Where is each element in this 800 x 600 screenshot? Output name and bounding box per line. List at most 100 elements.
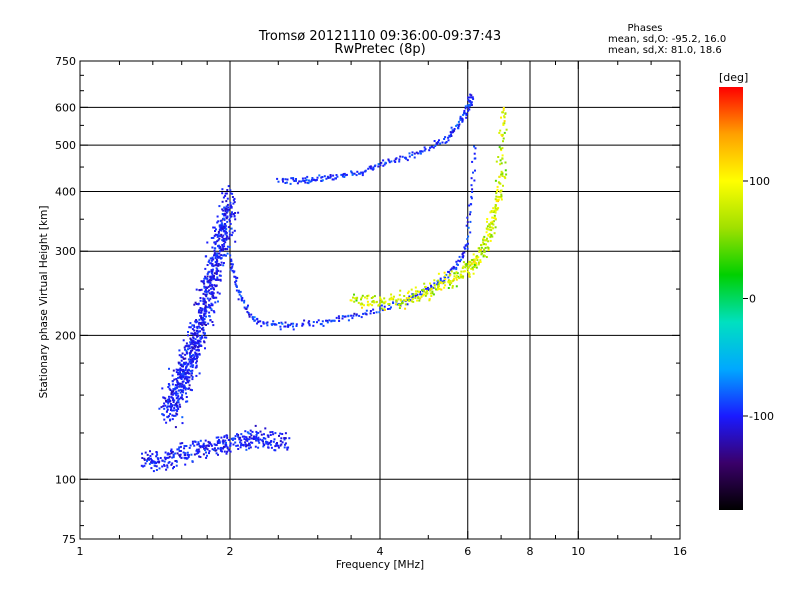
data-point <box>155 465 158 468</box>
data-point <box>462 261 465 264</box>
data-point <box>208 284 211 287</box>
data-point <box>171 456 174 459</box>
data-point <box>452 267 455 270</box>
data-point <box>164 451 167 454</box>
data-point <box>357 301 360 304</box>
data-point <box>463 270 466 273</box>
data-point <box>184 369 187 371</box>
data-point <box>373 301 376 304</box>
data-point <box>171 418 174 421</box>
data-point <box>231 263 234 266</box>
data-point <box>274 449 277 452</box>
data-point <box>421 150 424 153</box>
data-point <box>210 237 213 239</box>
colorbar-tick-label: 0 <box>749 293 756 306</box>
data-point <box>490 210 493 213</box>
data-point <box>430 284 432 287</box>
data-point <box>186 451 189 454</box>
data-point <box>198 343 201 346</box>
data-point <box>463 251 466 254</box>
data-point <box>187 372 189 374</box>
data-point <box>175 460 178 463</box>
data-point <box>262 322 265 325</box>
data-point <box>217 230 220 233</box>
data-point <box>203 341 206 344</box>
data-point <box>191 442 194 445</box>
data-point <box>224 232 227 235</box>
data-point <box>152 461 155 464</box>
data-point <box>226 245 229 248</box>
data-point <box>184 456 187 459</box>
data-point <box>405 299 407 302</box>
data-point <box>290 177 293 180</box>
data-point <box>465 116 468 119</box>
data-point <box>211 321 214 323</box>
data-point <box>225 211 228 214</box>
data-point <box>185 396 188 398</box>
data-point <box>209 297 212 300</box>
data-point <box>206 264 209 266</box>
data-point <box>187 331 189 333</box>
data-point <box>478 249 481 252</box>
data-point <box>457 275 460 278</box>
data-point <box>153 464 156 467</box>
data-point <box>217 436 220 439</box>
data-point <box>484 246 487 249</box>
data-point <box>468 204 471 207</box>
data-point <box>225 441 227 444</box>
data-point <box>213 241 216 244</box>
data-point <box>217 264 219 267</box>
data-point <box>449 273 452 276</box>
data-point <box>419 152 422 155</box>
data-point <box>412 300 415 303</box>
data-point <box>179 391 182 394</box>
data-point <box>178 397 181 400</box>
data-point <box>462 276 464 279</box>
data-point <box>323 175 326 178</box>
data-point <box>197 448 200 451</box>
data-point <box>197 340 200 343</box>
data-point <box>384 161 387 164</box>
data-point <box>238 438 241 441</box>
data-point <box>502 184 504 187</box>
data-point <box>196 327 199 330</box>
data-point <box>189 322 192 325</box>
data-point <box>449 283 451 286</box>
data-point <box>489 226 492 229</box>
data-point <box>183 445 186 447</box>
data-point <box>178 368 181 371</box>
data-point <box>203 318 206 321</box>
data-point <box>371 300 374 303</box>
data-point <box>158 467 161 470</box>
data-point <box>166 464 169 467</box>
data-point <box>172 397 175 400</box>
data-point <box>280 437 283 440</box>
data-point <box>226 248 229 251</box>
data-point <box>221 236 224 239</box>
data-point <box>193 453 196 456</box>
data-point <box>450 133 452 136</box>
data-point <box>229 442 232 445</box>
data-point <box>181 422 184 425</box>
data-point <box>224 209 227 212</box>
data-point <box>403 295 406 297</box>
data-point <box>445 141 448 143</box>
data-point <box>204 305 207 308</box>
data-point <box>281 322 284 325</box>
data-point <box>177 383 180 386</box>
data-point <box>191 369 194 372</box>
data-point <box>225 192 228 195</box>
data-point <box>467 271 470 274</box>
data-point <box>439 277 442 280</box>
data-point <box>343 172 346 175</box>
data-point <box>146 453 149 456</box>
data-point <box>416 293 419 296</box>
data-point <box>194 440 197 443</box>
data-point <box>482 241 485 244</box>
data-point <box>170 452 173 455</box>
data-point <box>474 157 477 160</box>
data-point <box>207 445 210 447</box>
data-point <box>165 421 168 424</box>
data-point <box>187 348 189 351</box>
data-point <box>146 460 148 463</box>
